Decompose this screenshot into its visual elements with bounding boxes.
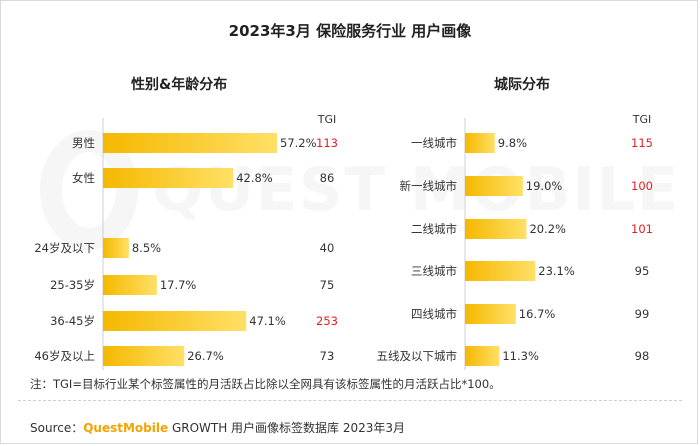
left-value-label: 57.2%	[280, 136, 317, 150]
left-tgi-value: 40	[320, 241, 335, 255]
footnote: 注：TGI=目标行业某个标签属性的月活跃占比除以全网具有该标签属性的月活跃占比*…	[30, 377, 501, 391]
right-value-label: 16.7%	[519, 307, 556, 321]
left-category-label: 25-35岁	[50, 278, 95, 292]
right-category-label: 二线城市	[411, 222, 457, 236]
source-line: Source：QuestMobile GROWTH 用户画像标签数据库 2023…	[30, 419, 405, 436]
divider	[18, 400, 682, 401]
left-value-label: 17.7%	[160, 278, 197, 292]
left-tgi-value: 73	[320, 349, 335, 363]
right-value-label: 23.1%	[538, 264, 575, 278]
right-bar	[465, 261, 536, 281]
left-tgi-value: 113	[316, 136, 338, 150]
right-category-label: 三线城市	[411, 264, 457, 278]
right-category-label: 一线城市	[411, 136, 457, 150]
left-tgi-value: 75	[320, 278, 335, 292]
left-value-label: 8.5%	[132, 241, 161, 255]
right-tgi-value: 98	[635, 349, 650, 363]
right-bar	[465, 219, 527, 239]
right-category-label: 新一线城市	[400, 179, 458, 193]
source-prefix: Source：	[30, 421, 84, 435]
left-category-label: 46岁及以上	[34, 349, 95, 363]
left-bar	[103, 238, 129, 258]
right-value-label: 20.2%	[529, 222, 566, 236]
right-bar	[465, 346, 500, 366]
right-category-label: 四线城市	[411, 307, 457, 321]
left-value-label: 26.7%	[187, 349, 224, 363]
right-tgi-header: TGI	[632, 113, 652, 126]
source-suffix: GROWTH 用户画像标签数据库 2023年3月	[168, 421, 406, 435]
right-bar	[465, 304, 516, 324]
right-tgi-value: 100	[631, 179, 653, 193]
right-bar	[465, 176, 523, 196]
left-category-label: 女性	[72, 171, 95, 185]
left-chart-title: 性别&年龄分布	[131, 77, 228, 93]
right-tgi-value: 115	[631, 136, 653, 150]
page-title: 2023年3月 保险服务行业 用户画像	[228, 22, 472, 40]
left-tgi-value: 86	[320, 171, 335, 185]
right-value-label: 11.3%	[502, 349, 539, 363]
left-bar	[103, 346, 185, 366]
left-bar	[103, 275, 157, 295]
right-value-label: 19.0%	[526, 179, 563, 193]
left-category-label: 24岁及以下	[34, 241, 95, 255]
right-bar	[465, 133, 495, 153]
right-tgi-value: 99	[635, 307, 650, 321]
right-tgi-value: 95	[635, 264, 650, 278]
right-value-label: 9.8%	[498, 136, 527, 150]
right-tgi-value: 101	[631, 222, 653, 236]
left-bar	[103, 311, 247, 331]
source-brand: QuestMobile	[83, 421, 169, 435]
left-category-label: 男性	[72, 136, 95, 150]
watermark-text: QUEST MOBILE	[152, 155, 680, 225]
left-tgi-header: TGI	[317, 113, 337, 126]
left-value-label: 47.1%	[249, 314, 286, 328]
left-value-label: 42.8%	[236, 171, 273, 185]
right-chart-title: 城际分布	[494, 77, 550, 93]
right-category-label: 五线及以下城市	[377, 349, 458, 363]
left-category-label: 36-45岁	[50, 314, 95, 328]
left-bar	[103, 133, 277, 153]
left-tgi-value: 253	[316, 314, 338, 328]
left-bar	[103, 168, 234, 188]
